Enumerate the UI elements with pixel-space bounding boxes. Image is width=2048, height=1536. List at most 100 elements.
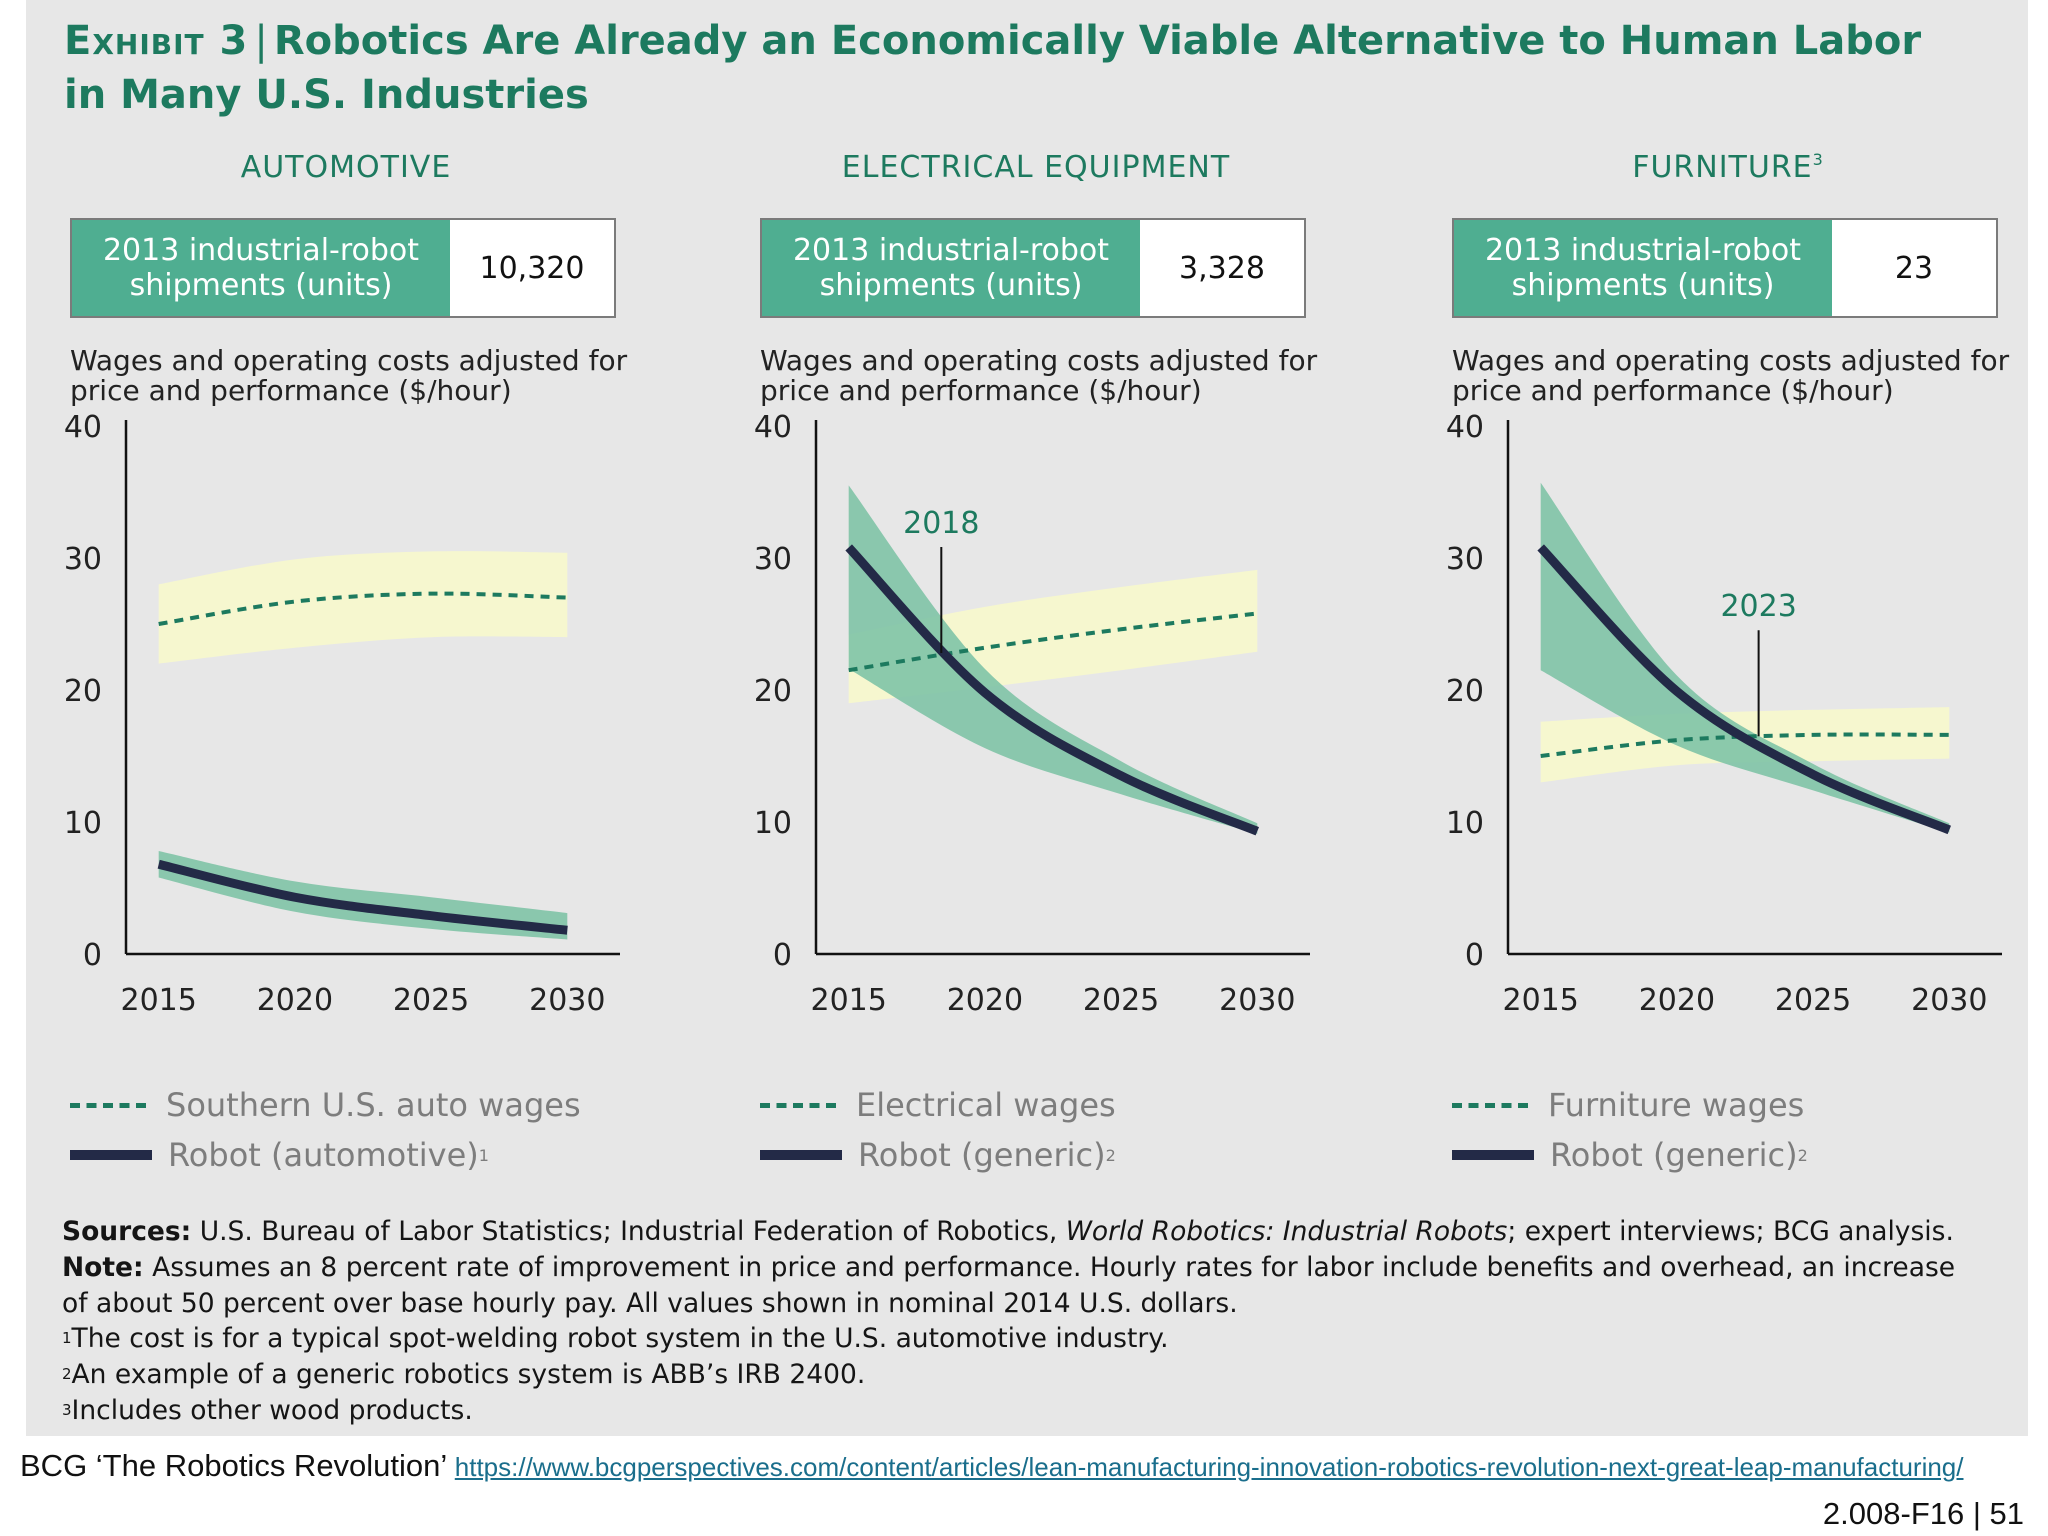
y-tick-label: 40	[1446, 410, 1484, 445]
x-tick-label: 2025	[1775, 983, 1851, 1018]
solid-line-swatch	[760, 1150, 842, 1160]
wage-line	[848, 611, 1258, 673]
legend-item-robot: Robot (generic) 2	[760, 1130, 1360, 1180]
legend-label: Robot (generic)	[858, 1136, 1106, 1174]
page-number: 2.008-F16 | 51	[1822, 1496, 2024, 1531]
robot-cost-line	[845, 544, 1260, 836]
shipments-label: 2013 industrial-robot shipments (units)	[1454, 220, 1832, 316]
x-tick-label: 2030	[1911, 983, 1987, 1018]
legend-footnote: 2	[1797, 1145, 1808, 1165]
chart-title: FURNITURE3	[1448, 150, 2008, 185]
y-tick-label: 0	[773, 938, 792, 973]
legend-item-robot: Robot (generic) 2	[1452, 1130, 2048, 1180]
robot-cost-line	[157, 859, 568, 935]
sources-text: U.S. Bureau of Labor Statistics; Industr…	[199, 1216, 1066, 1247]
sources-line: Sources: U.S. Bureau of Labor Statistics…	[62, 1214, 1982, 1250]
y-tick-label: 30	[64, 542, 102, 577]
y-tick-label: 20	[1446, 674, 1484, 709]
exhibit-title: Exhibit 3 | Robotics Are Already an Econom…	[64, 14, 1964, 122]
footnote-2: 2An example of a generic robotics system…	[62, 1357, 1982, 1393]
exhibit-label: Exhibit 3	[64, 18, 249, 64]
footnote-3: 3Includes other wood products.	[62, 1393, 1982, 1429]
note-text: Assumes an 8 percent rate of improvement…	[62, 1251, 1956, 1319]
chart-title-footnote: 3	[1812, 150, 1824, 169]
legend-label: Robot (generic)	[1550, 1136, 1798, 1174]
shipments-label: 2013 industrial-robot shipments (units)	[72, 220, 450, 316]
footnote-text: An example of a generic robotics system …	[71, 1359, 866, 1391]
footnote-1: 1The cost is for a typical spot-welding …	[62, 1321, 1982, 1357]
x-tick-label: 2015	[811, 983, 887, 1018]
dashed-line-swatch	[760, 1102, 836, 1108]
shipments-value: 23	[1894, 250, 1934, 286]
chart-title-text: FURNITURE	[1632, 150, 1813, 185]
legend-item-wages: Electrical wages	[760, 1080, 1360, 1130]
legend-label: Robot (automotive)	[168, 1136, 479, 1174]
robot-cost-line	[1537, 544, 1952, 835]
shipments-value: 3,328	[1179, 250, 1265, 286]
shipments-box: 2013 industrial-robot shipments (units) …	[1452, 218, 1998, 318]
legend-label: Furniture wages	[1548, 1086, 1805, 1124]
source-citation: BCG ‘The Robotics Revolution’ https://ww…	[20, 1448, 1980, 1485]
chart-automotive: AUTOMOTIVE 2013 industrial-robot shipmen…	[64, 140, 756, 1180]
chart-title-text: ELECTRICAL EQUIPMENT	[841, 150, 1231, 185]
x-tick-label: 2020	[257, 983, 333, 1018]
y-tick-label: 30	[1446, 542, 1484, 577]
legend-item-robot: Robot (automotive) 1	[70, 1130, 670, 1180]
x-tick-label: 2020	[947, 983, 1023, 1018]
y-axis-description: Wages and operating costs adjusted for p…	[1452, 344, 2010, 407]
note-line: Note: Assumes an 8 percent rate of impro…	[62, 1250, 1982, 1322]
crossover-year-label: 2023	[1720, 589, 1796, 624]
sources-label: Sources:	[62, 1216, 192, 1247]
y-axis-description: Wages and operating costs adjusted for p…	[760, 344, 1318, 407]
legend-label: Southern U.S. auto wages	[166, 1086, 581, 1124]
sources-text-end: ; expert interviews; BCG analysis.	[1507, 1216, 1954, 1247]
footnote-text: Includes other wood products.	[71, 1394, 473, 1426]
legend-item-wages: Southern U.S. auto wages	[70, 1080, 670, 1130]
exhibit-title-text: Robotics Are Already an Economically Via…	[64, 18, 1922, 118]
x-tick-label: 2015	[121, 983, 197, 1018]
x-tick-label: 2030	[529, 983, 605, 1018]
y-tick-label: 40	[754, 410, 792, 445]
y-tick-label: 40	[64, 410, 102, 445]
chart-title: ELECTRICAL EQUIPMENT	[756, 150, 1316, 185]
legend-footnote: 1	[478, 1145, 489, 1165]
robot-cost-range-band	[1540, 482, 1950, 833]
sources-publication: World Robotics: Industrial Robots	[1065, 1216, 1508, 1247]
y-axis-description: Wages and operating costs adjusted for p…	[70, 344, 628, 407]
note-label: Note:	[62, 1251, 144, 1283]
wage-range-band	[158, 551, 568, 664]
shipments-box: 2013 industrial-robot shipments (units) …	[760, 218, 1306, 318]
x-tick-label: 2015	[1503, 983, 1579, 1018]
x-tick-label: 2025	[393, 983, 469, 1018]
legend-label: Electrical wages	[856, 1086, 1116, 1124]
chart-furniture: FURNITURE3 2013 industrial-robot shipmen…	[1446, 140, 2048, 1180]
shipments-label: 2013 industrial-robot shipments (units)	[762, 220, 1140, 316]
y-tick-label: 20	[754, 674, 792, 709]
y-tick-label: 0	[1465, 938, 1484, 973]
legend-footnote: 2	[1105, 1145, 1116, 1165]
y-tick-label: 30	[754, 542, 792, 577]
footnote-mark: 3	[62, 1400, 72, 1419]
dashed-line-swatch	[1452, 1102, 1528, 1108]
shipments-box: 2013 industrial-robot shipments (units) …	[70, 218, 616, 318]
y-tick-label: 10	[1446, 806, 1484, 841]
x-tick-label: 2020	[1639, 983, 1715, 1018]
solid-line-swatch	[1452, 1150, 1534, 1160]
y-tick-label: 10	[64, 806, 102, 841]
footnote-text: The cost is for a typical spot-welding r…	[71, 1323, 1169, 1355]
y-tick-label: 10	[754, 806, 792, 841]
robot-cost-range-band	[848, 485, 1258, 834]
source-link[interactable]: https://www.bcgperspectives.com/content/…	[454, 1452, 1964, 1482]
legend: Furniture wages Robot (generic) 2	[1452, 1080, 2048, 1180]
shipments-value: 10,320	[479, 250, 585, 286]
notes-block: Sources: U.S. Bureau of Labor Statistics…	[62, 1214, 1982, 1429]
footnote-mark: 1	[62, 1329, 72, 1348]
chart-electrical-equipment: ELECTRICAL EQUIPMENT 2013 industrial-rob…	[754, 140, 1446, 1180]
chart-title: AUTOMOTIVE	[66, 150, 626, 185]
legend: Southern U.S. auto wages Robot (automoti…	[70, 1080, 670, 1180]
legend: Electrical wages Robot (generic) 2	[760, 1080, 1360, 1180]
y-tick-label: 0	[83, 938, 102, 973]
y-tick-label: 20	[64, 674, 102, 709]
